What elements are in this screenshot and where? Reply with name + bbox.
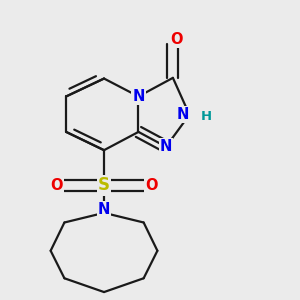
Text: H: H [201, 110, 212, 123]
Text: S: S [98, 176, 110, 194]
Text: O: O [170, 32, 182, 47]
Text: O: O [145, 178, 158, 193]
Text: O: O [50, 178, 63, 193]
Text: N: N [132, 89, 145, 104]
Text: N: N [177, 107, 189, 122]
Text: N: N [98, 202, 110, 217]
Text: N: N [160, 139, 172, 154]
